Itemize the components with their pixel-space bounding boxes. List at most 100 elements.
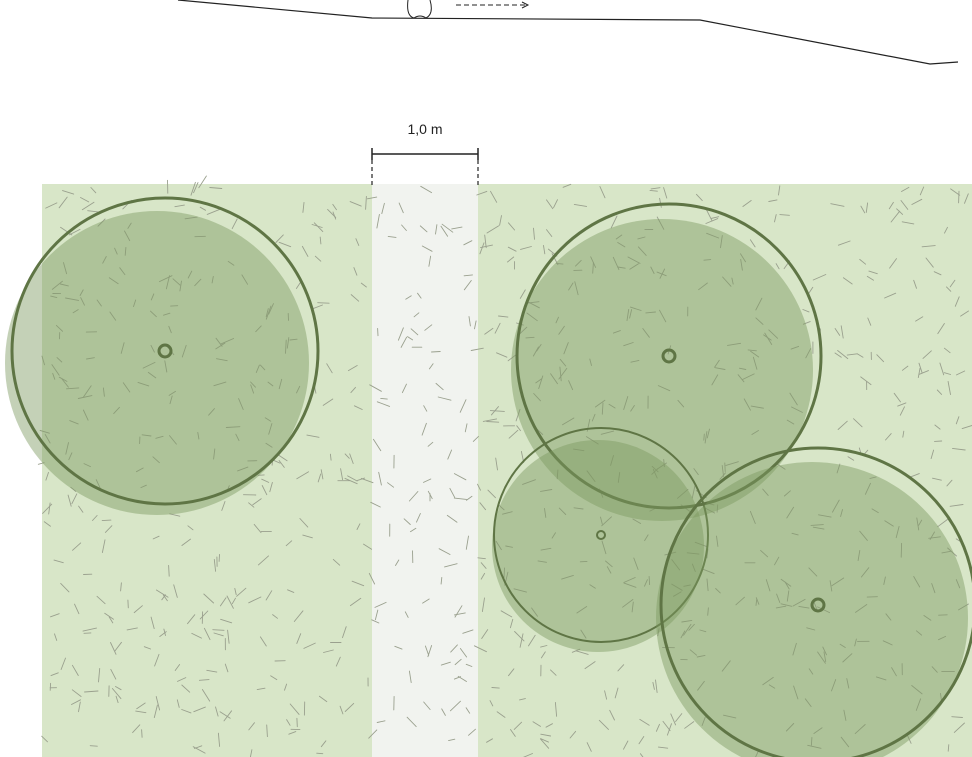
texture-stroke — [573, 448, 585, 452]
texture-stroke — [573, 203, 588, 207]
texture-stroke — [67, 494, 72, 507]
texture-stroke — [192, 746, 206, 754]
texture-stroke — [194, 278, 202, 287]
texture-stroke — [893, 392, 901, 403]
texture-stroke — [528, 301, 540, 309]
texture-stroke — [752, 356, 758, 370]
texture-stroke — [617, 266, 626, 269]
texture-stroke — [211, 276, 214, 284]
texture-stroke — [698, 282, 708, 291]
texture-stroke — [395, 559, 400, 566]
texture-stroke — [268, 303, 274, 315]
texture-stroke — [768, 684, 776, 689]
texture-stroke — [575, 650, 589, 655]
texture-stroke — [558, 367, 568, 380]
texture-stroke — [543, 245, 546, 255]
texture-stroke — [703, 433, 705, 441]
texture-stroke — [535, 378, 543, 384]
texture-stroke — [823, 651, 827, 663]
texture-stroke — [818, 514, 832, 518]
texture-stroke — [490, 190, 498, 203]
texture-stroke — [731, 277, 734, 285]
texture-stroke — [937, 519, 948, 528]
texture-stroke — [199, 206, 207, 211]
texture-stroke — [562, 417, 575, 426]
texture-stroke — [296, 633, 302, 644]
texture-stroke — [575, 259, 582, 267]
texture-stroke — [110, 668, 117, 680]
dimension-label: 1,0 m — [407, 121, 443, 137]
texture-stroke — [791, 532, 799, 536]
texture-stroke — [133, 605, 143, 614]
texture-stroke — [568, 282, 574, 291]
texture-stroke — [267, 381, 274, 387]
texture-stroke — [287, 589, 295, 593]
texture-stroke — [768, 199, 778, 202]
texture-stroke — [683, 623, 692, 636]
texture-stroke — [639, 718, 650, 726]
texture-stroke — [749, 239, 756, 248]
texture-stroke — [508, 429, 519, 439]
texture-stroke — [540, 489, 553, 492]
texture-stroke — [764, 332, 773, 345]
texture-stroke — [742, 373, 755, 380]
texture-stroke — [486, 225, 500, 234]
texture-stroke — [378, 471, 382, 486]
texture-stroke — [755, 598, 758, 606]
texture-stroke — [710, 216, 720, 219]
texture-stroke — [617, 242, 626, 248]
texture-stroke — [437, 396, 452, 401]
texture-stroke — [659, 309, 667, 323]
texture-stroke — [360, 477, 374, 484]
texture-stroke — [551, 532, 556, 539]
texture-stroke — [322, 398, 334, 406]
texture-stroke — [943, 347, 951, 354]
texture-stroke — [902, 430, 905, 438]
texture-stroke — [947, 744, 950, 752]
texture-stroke — [623, 577, 636, 583]
texture-stroke — [716, 504, 719, 513]
texture-stroke — [599, 186, 606, 199]
texture-stroke — [556, 469, 559, 480]
texture-stroke — [917, 367, 921, 379]
texture-stroke — [261, 485, 268, 496]
texture-stroke — [273, 459, 281, 464]
texture-stroke — [688, 623, 695, 631]
texture-stroke — [79, 289, 84, 296]
texture-stroke — [513, 721, 523, 730]
texture-stroke — [278, 460, 285, 468]
texture-stroke — [265, 442, 273, 448]
texture-stroke — [317, 302, 330, 304]
texture-stroke — [629, 263, 639, 270]
texture-stroke — [869, 476, 877, 479]
texture-stroke — [525, 336, 535, 339]
texture-stroke — [124, 246, 127, 256]
texture-stroke — [208, 408, 215, 416]
texture-stroke — [369, 384, 382, 392]
texture-stroke — [453, 497, 467, 500]
trunk-marker — [157, 343, 173, 359]
texture-stroke — [503, 567, 505, 579]
texture-stroke — [313, 222, 324, 233]
texture-stroke — [482, 418, 498, 422]
texture-stroke — [519, 698, 526, 701]
texture-stroke — [592, 262, 594, 274]
texture-stroke — [154, 653, 160, 667]
texture-stroke — [499, 215, 502, 226]
texture-stroke — [790, 345, 800, 350]
texture-stroke — [409, 527, 417, 533]
texture-stroke — [397, 327, 404, 341]
texture-stroke — [72, 542, 82, 551]
texture-stroke — [219, 597, 227, 607]
texture-stroke — [610, 215, 618, 229]
texture-stroke — [342, 626, 347, 639]
texture-stroke — [104, 525, 113, 533]
texture-stroke — [449, 700, 461, 712]
texture-stroke — [184, 216, 198, 220]
texture-stroke — [496, 352, 508, 358]
texture-stroke — [173, 584, 178, 598]
texture-stroke — [594, 399, 606, 408]
texture-stroke — [302, 202, 305, 213]
texture-stroke — [834, 328, 841, 336]
texture-stroke — [714, 359, 720, 368]
